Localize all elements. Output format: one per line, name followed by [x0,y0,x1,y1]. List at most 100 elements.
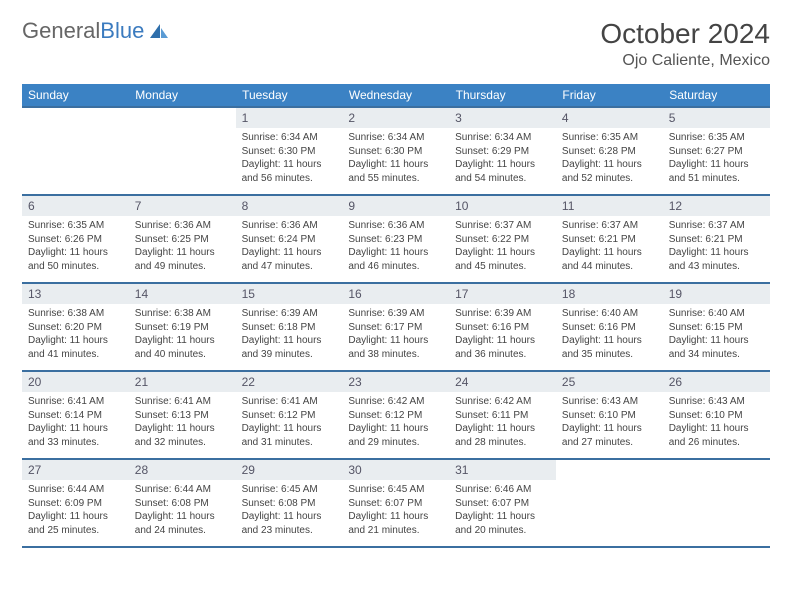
day-cell: 3Sunrise: 6:34 AMSunset: 6:29 PMDaylight… [449,107,556,195]
day-details: Sunrise: 6:38 AMSunset: 6:19 PMDaylight:… [129,304,236,367]
day-number: 22 [236,372,343,392]
day-number: 30 [342,460,449,480]
day-details: Sunrise: 6:40 AMSunset: 6:16 PMDaylight:… [556,304,663,367]
day-number: 5 [663,108,770,128]
day-cell: 22Sunrise: 6:41 AMSunset: 6:12 PMDayligh… [236,371,343,459]
day-details: Sunrise: 6:38 AMSunset: 6:20 PMDaylight:… [22,304,129,367]
day-details: Sunrise: 6:44 AMSunset: 6:09 PMDaylight:… [22,480,129,543]
day-number: 31 [449,460,556,480]
day-cell: 9Sunrise: 6:36 AMSunset: 6:23 PMDaylight… [342,195,449,283]
day-cell: 26Sunrise: 6:43 AMSunset: 6:10 PMDayligh… [663,371,770,459]
day-details: Sunrise: 6:46 AMSunset: 6:07 PMDaylight:… [449,480,556,543]
day-number: 21 [129,372,236,392]
day-number: 10 [449,196,556,216]
day-number: 17 [449,284,556,304]
day-details: Sunrise: 6:44 AMSunset: 6:08 PMDaylight:… [129,480,236,543]
day-details: Sunrise: 6:41 AMSunset: 6:12 PMDaylight:… [236,392,343,455]
day-cell: 27Sunrise: 6:44 AMSunset: 6:09 PMDayligh… [22,459,129,547]
day-cell: 25Sunrise: 6:43 AMSunset: 6:10 PMDayligh… [556,371,663,459]
weekday-header: Sunday [22,84,129,107]
day-number: 28 [129,460,236,480]
day-cell: 24Sunrise: 6:42 AMSunset: 6:11 PMDayligh… [449,371,556,459]
day-number: 7 [129,196,236,216]
day-details: Sunrise: 6:45 AMSunset: 6:07 PMDaylight:… [342,480,449,543]
day-number: 25 [556,372,663,392]
day-details: Sunrise: 6:43 AMSunset: 6:10 PMDaylight:… [663,392,770,455]
weekday-header-row: SundayMondayTuesdayWednesdayThursdayFrid… [22,84,770,107]
day-cell: 31Sunrise: 6:46 AMSunset: 6:07 PMDayligh… [449,459,556,547]
day-cell: 10Sunrise: 6:37 AMSunset: 6:22 PMDayligh… [449,195,556,283]
day-details: Sunrise: 6:45 AMSunset: 6:08 PMDaylight:… [236,480,343,543]
day-number: 14 [129,284,236,304]
day-details: Sunrise: 6:35 AMSunset: 6:27 PMDaylight:… [663,128,770,191]
sail-icon [148,22,170,40]
day-number: 18 [556,284,663,304]
day-number: 15 [236,284,343,304]
day-details: Sunrise: 6:37 AMSunset: 6:22 PMDaylight:… [449,216,556,279]
day-details: Sunrise: 6:43 AMSunset: 6:10 PMDaylight:… [556,392,663,455]
day-cell: 16Sunrise: 6:39 AMSunset: 6:17 PMDayligh… [342,283,449,371]
day-number: 12 [663,196,770,216]
day-cell: 21Sunrise: 6:41 AMSunset: 6:13 PMDayligh… [129,371,236,459]
day-number: 11 [556,196,663,216]
calendar-body: 1Sunrise: 6:34 AMSunset: 6:30 PMDaylight… [22,107,770,547]
day-details: Sunrise: 6:41 AMSunset: 6:14 PMDaylight:… [22,392,129,455]
day-number: 3 [449,108,556,128]
weekday-header: Friday [556,84,663,107]
day-cell: 30Sunrise: 6:45 AMSunset: 6:07 PMDayligh… [342,459,449,547]
day-cell: 29Sunrise: 6:45 AMSunset: 6:08 PMDayligh… [236,459,343,547]
day-cell: 5Sunrise: 6:35 AMSunset: 6:27 PMDaylight… [663,107,770,195]
day-details: Sunrise: 6:34 AMSunset: 6:29 PMDaylight:… [449,128,556,191]
day-number: 4 [556,108,663,128]
day-details: Sunrise: 6:36 AMSunset: 6:25 PMDaylight:… [129,216,236,279]
day-details: Sunrise: 6:34 AMSunset: 6:30 PMDaylight:… [342,128,449,191]
day-details: Sunrise: 6:39 AMSunset: 6:18 PMDaylight:… [236,304,343,367]
day-details: Sunrise: 6:39 AMSunset: 6:16 PMDaylight:… [449,304,556,367]
empty-cell [663,459,770,547]
weekday-header: Thursday [449,84,556,107]
day-number: 9 [342,196,449,216]
day-cell: 11Sunrise: 6:37 AMSunset: 6:21 PMDayligh… [556,195,663,283]
weekday-header: Tuesday [236,84,343,107]
weekday-header: Saturday [663,84,770,107]
day-number: 13 [22,284,129,304]
day-cell: 17Sunrise: 6:39 AMSunset: 6:16 PMDayligh… [449,283,556,371]
day-cell: 7Sunrise: 6:36 AMSunset: 6:25 PMDaylight… [129,195,236,283]
day-details: Sunrise: 6:40 AMSunset: 6:15 PMDaylight:… [663,304,770,367]
day-cell: 8Sunrise: 6:36 AMSunset: 6:24 PMDaylight… [236,195,343,283]
day-number: 19 [663,284,770,304]
day-cell: 15Sunrise: 6:39 AMSunset: 6:18 PMDayligh… [236,283,343,371]
day-cell: 13Sunrise: 6:38 AMSunset: 6:20 PMDayligh… [22,283,129,371]
brand-part2: Blue [100,18,144,44]
day-number: 24 [449,372,556,392]
day-cell: 1Sunrise: 6:34 AMSunset: 6:30 PMDaylight… [236,107,343,195]
empty-cell [129,107,236,195]
day-number: 23 [342,372,449,392]
day-details: Sunrise: 6:37 AMSunset: 6:21 PMDaylight:… [556,216,663,279]
day-details: Sunrise: 6:41 AMSunset: 6:13 PMDaylight:… [129,392,236,455]
day-details: Sunrise: 6:36 AMSunset: 6:23 PMDaylight:… [342,216,449,279]
day-details: Sunrise: 6:36 AMSunset: 6:24 PMDaylight:… [236,216,343,279]
calendar-table: SundayMondayTuesdayWednesdayThursdayFrid… [22,84,770,548]
day-details: Sunrise: 6:35 AMSunset: 6:28 PMDaylight:… [556,128,663,191]
day-cell: 19Sunrise: 6:40 AMSunset: 6:15 PMDayligh… [663,283,770,371]
day-cell: 6Sunrise: 6:35 AMSunset: 6:26 PMDaylight… [22,195,129,283]
day-number: 27 [22,460,129,480]
empty-cell [556,459,663,547]
day-cell: 23Sunrise: 6:42 AMSunset: 6:12 PMDayligh… [342,371,449,459]
day-cell: 12Sunrise: 6:37 AMSunset: 6:21 PMDayligh… [663,195,770,283]
day-number: 8 [236,196,343,216]
day-number: 1 [236,108,343,128]
weekday-header: Monday [129,84,236,107]
brand-part1: General [22,18,100,44]
day-details: Sunrise: 6:37 AMSunset: 6:21 PMDaylight:… [663,216,770,279]
day-details: Sunrise: 6:42 AMSunset: 6:12 PMDaylight:… [342,392,449,455]
day-cell: 4Sunrise: 6:35 AMSunset: 6:28 PMDaylight… [556,107,663,195]
day-cell: 18Sunrise: 6:40 AMSunset: 6:16 PMDayligh… [556,283,663,371]
title-block: October 2024 Ojo Caliente, Mexico [600,18,770,70]
day-details: Sunrise: 6:34 AMSunset: 6:30 PMDaylight:… [236,128,343,191]
page-title: October 2024 [600,18,770,50]
day-cell: 28Sunrise: 6:44 AMSunset: 6:08 PMDayligh… [129,459,236,547]
day-number: 2 [342,108,449,128]
day-number: 16 [342,284,449,304]
